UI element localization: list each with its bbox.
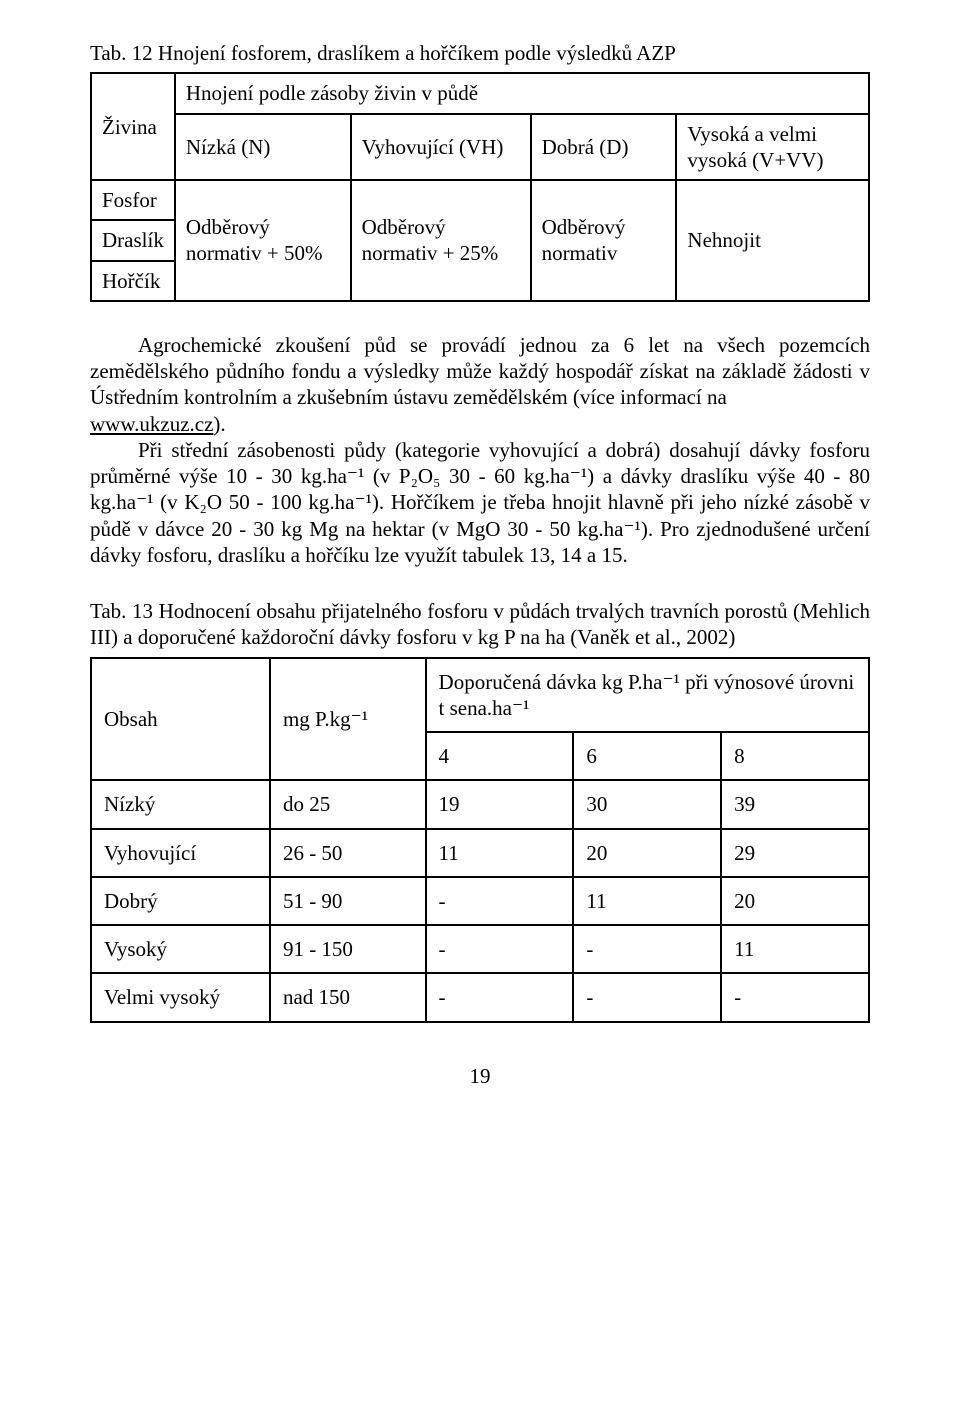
row-range: 51 - 90 xyxy=(270,877,426,925)
cell: - xyxy=(721,973,869,1021)
header-d: Dobrá (D) xyxy=(531,114,677,181)
table12-caption: Tab. 12 Hnojení fosforem, draslíkem a ho… xyxy=(90,40,870,66)
header-obsah: Obsah xyxy=(91,658,270,781)
table-row: Vysoký 91 - 150 - - 11 xyxy=(91,925,869,973)
header-n: Nízká (N) xyxy=(175,114,351,181)
cell: 30 xyxy=(573,780,721,828)
table-row: Velmi vysoký nad 150 - - - xyxy=(91,973,869,1021)
cell: 29 xyxy=(721,829,869,877)
header-zivina: Živina xyxy=(91,73,175,180)
cell: 20 xyxy=(721,877,869,925)
row-label-horcik: Hořčík xyxy=(91,261,175,301)
table-12: Živina Hnojení podle zásoby živin v půdě… xyxy=(90,72,870,302)
level-4: 4 xyxy=(426,732,574,780)
row-label-draslik: Draslík xyxy=(91,220,175,260)
cell: 19 xyxy=(426,780,574,828)
header-mgpkg: mg P.kg⁻¹ xyxy=(270,658,426,781)
row-label: Nízký xyxy=(91,780,270,828)
table13-caption: Tab. 13 Hodnocení obsahu přijatelného fo… xyxy=(90,598,870,651)
cell-d: Odběrový normativ xyxy=(531,180,677,301)
para1-lead: Agrochemické zkoušení půd se provádí jed… xyxy=(90,332,870,411)
cell: - xyxy=(426,925,574,973)
para2: Při střední zásobenosti půdy (kategorie … xyxy=(90,437,870,568)
cell: - xyxy=(426,973,574,1021)
header-vh: Vyhovující (VH) xyxy=(351,114,531,181)
row-range: do 25 xyxy=(270,780,426,828)
cell: 11 xyxy=(573,877,721,925)
header-span: Hnojení podle zásoby živin v půdě xyxy=(175,73,869,113)
table-row: Živina Hnojení podle zásoby živin v půdě xyxy=(91,73,869,113)
table-row: Vyhovující 26 - 50 11 20 29 xyxy=(91,829,869,877)
row-label: Dobrý xyxy=(91,877,270,925)
row-label: Velmi vysoký xyxy=(91,973,270,1021)
row-range: 91 - 150 xyxy=(270,925,426,973)
page-number: 19 xyxy=(90,1063,870,1089)
row-label: Vyhovující xyxy=(91,829,270,877)
header-vvv: Vysoká a velmi vysoká (V+VV) xyxy=(676,114,869,181)
table-row: Nízký do 25 19 30 39 xyxy=(91,780,869,828)
cell: - xyxy=(426,877,574,925)
cell-n: Odběrový normativ + 50% xyxy=(175,180,351,301)
level-6: 6 xyxy=(573,732,721,780)
table-row: Fosfor Odběrový normativ + 50% Odběrový … xyxy=(91,180,869,220)
cell-vvv: Nehnojit xyxy=(676,180,869,301)
row-range: nad 150 xyxy=(270,973,426,1021)
header-right: Doporučená dávka kg P.ha⁻¹ při výnosové … xyxy=(426,658,869,733)
cell: 11 xyxy=(721,925,869,973)
row-range: 26 - 50 xyxy=(270,829,426,877)
row-label-fosfor: Fosfor xyxy=(91,180,175,220)
body-paragraph: Agrochemické zkoušení půd se provádí jed… xyxy=(90,332,870,568)
link-ukzuz[interactable]: www.ukzuz.cz xyxy=(90,412,213,436)
cell: - xyxy=(573,925,721,973)
table-row: Obsah mg P.kg⁻¹ Doporučená dávka kg P.ha… xyxy=(91,658,869,733)
table-row: Dobrý 51 - 90 - 11 20 xyxy=(91,877,869,925)
row-label: Vysoký xyxy=(91,925,270,973)
cell: 11 xyxy=(426,829,574,877)
para1-tail: ). xyxy=(213,412,225,436)
document-page: Tab. 12 Hnojení fosforem, draslíkem a ho… xyxy=(0,0,960,1149)
cell: - xyxy=(573,973,721,1021)
cell-vh: Odběrový normativ + 25% xyxy=(351,180,531,301)
level-8: 8 xyxy=(721,732,869,780)
cell: 39 xyxy=(721,780,869,828)
table-13: Obsah mg P.kg⁻¹ Doporučená dávka kg P.ha… xyxy=(90,657,870,1023)
cell: 20 xyxy=(573,829,721,877)
table-row: Nízká (N) Vyhovující (VH) Dobrá (D) Vyso… xyxy=(91,114,869,181)
